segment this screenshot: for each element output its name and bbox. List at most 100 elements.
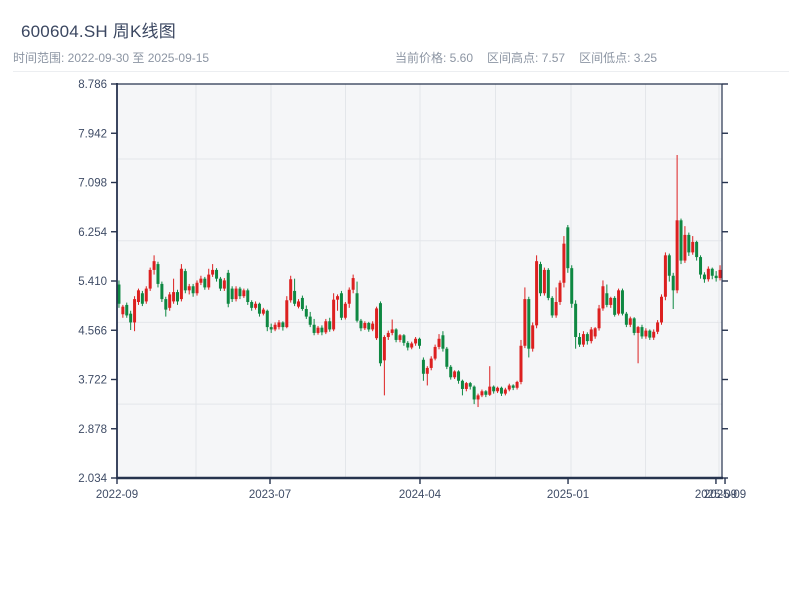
candle-down: [394, 329, 398, 340]
candle-down: [226, 272, 230, 304]
y-tick-label: 2.034: [78, 473, 107, 485]
candle-down: [699, 257, 703, 275]
header-divider: [13, 71, 789, 72]
candle-up: [168, 294, 172, 308]
candle-up: [285, 300, 289, 328]
candle-down: [457, 371, 461, 381]
candle-down: [246, 290, 250, 303]
candle-down: [648, 330, 652, 338]
candle-down: [460, 380, 464, 389]
candle-down: [117, 284, 121, 304]
candle-down: [129, 313, 133, 323]
candle-down: [257, 303, 261, 314]
candle-down: [304, 309, 308, 317]
candle-down: [620, 290, 624, 314]
candle-up: [675, 220, 679, 291]
candle-down: [539, 264, 542, 294]
candle-down: [421, 359, 425, 374]
candle-up: [332, 299, 336, 330]
candle-up: [593, 328, 597, 337]
candle-up: [652, 331, 656, 338]
candle-down: [215, 269, 219, 279]
candle-up: [234, 288, 238, 300]
candle-up: [718, 269, 722, 279]
candle-up: [324, 321, 328, 333]
candle-down: [714, 275, 718, 279]
candle-up: [375, 308, 379, 339]
range-low-stat: 区间低点: 3.25: [579, 51, 658, 65]
candle-up: [211, 269, 215, 275]
candle-down: [281, 322, 285, 328]
candle-up: [656, 322, 660, 332]
candle-down: [339, 293, 343, 318]
candle-up: [433, 346, 437, 359]
x-tick-label: 2023-07: [249, 489, 291, 501]
candle-up: [187, 286, 191, 291]
x-tick-label: 2025-09: [704, 489, 746, 501]
candle-down: [671, 275, 675, 291]
candle-up: [148, 269, 152, 289]
date-range-label: 时间范围: 2022-09-30 至 2025-09-15: [13, 51, 210, 65]
candle-down: [632, 318, 636, 333]
price-stats: 当前价格: 5.60 区间高点: 7.57 区间低点: 3.25: [395, 49, 671, 66]
candle-up: [371, 323, 375, 330]
candle-up: [390, 329, 394, 333]
candle-up: [581, 334, 585, 345]
candle-up: [691, 241, 695, 253]
candle-up: [609, 297, 613, 305]
candle-up: [289, 279, 293, 301]
candle-up: [316, 327, 320, 333]
candle-up: [706, 268, 710, 280]
candle-down: [585, 334, 589, 342]
candle-up: [297, 301, 300, 307]
candle-up: [261, 309, 265, 314]
candle-down: [183, 271, 187, 291]
candle-up: [429, 358, 433, 368]
candle-down: [308, 316, 312, 325]
candle-up: [554, 302, 558, 316]
candle-up: [476, 395, 480, 400]
candle-down: [191, 286, 195, 294]
candle-up: [464, 383, 468, 389]
candle-up: [336, 296, 340, 300]
candle-down: [667, 255, 671, 276]
candle-down: [300, 297, 304, 310]
candle-down: [578, 337, 582, 345]
candle-up: [425, 367, 429, 374]
candle-up: [562, 243, 566, 283]
candle-down: [367, 323, 371, 330]
candle-up: [617, 290, 621, 314]
candle-down: [218, 278, 222, 289]
candle-up: [496, 387, 500, 392]
candle-down: [687, 234, 691, 253]
y-tick-label: 3.722: [78, 375, 107, 387]
candle-down: [679, 220, 683, 261]
candle-down: [574, 303, 578, 338]
candle-down: [406, 342, 410, 348]
candle-up: [172, 292, 176, 302]
candle-up: [453, 371, 457, 378]
candle-up: [179, 268, 183, 300]
candle-down: [293, 290, 297, 304]
candle-down: [695, 241, 699, 258]
candle-down: [445, 348, 449, 367]
candle-up: [277, 322, 281, 328]
candle-up: [488, 386, 492, 395]
subtitle-row: 时间范围: 2022-09-30 至 2025-09-15 当前价格: 5.60…: [0, 49, 800, 65]
candle-down: [269, 327, 273, 330]
candle-up: [636, 327, 640, 333]
candle-down: [472, 386, 476, 400]
candle-up: [133, 299, 137, 323]
x-tick-label: 2024-04: [399, 489, 442, 501]
candle-up: [398, 335, 402, 340]
candle-up: [207, 274, 211, 288]
candle-down: [125, 304, 129, 316]
candle-down: [418, 338, 421, 346]
candle-down: [550, 297, 554, 316]
range-high-stat: 区间高点: 7.57: [487, 51, 566, 65]
candle-up: [437, 338, 441, 347]
y-tick-label: 7.098: [78, 178, 107, 190]
candle-up: [254, 303, 258, 308]
candle-up: [480, 391, 484, 396]
candle-down: [492, 386, 496, 392]
